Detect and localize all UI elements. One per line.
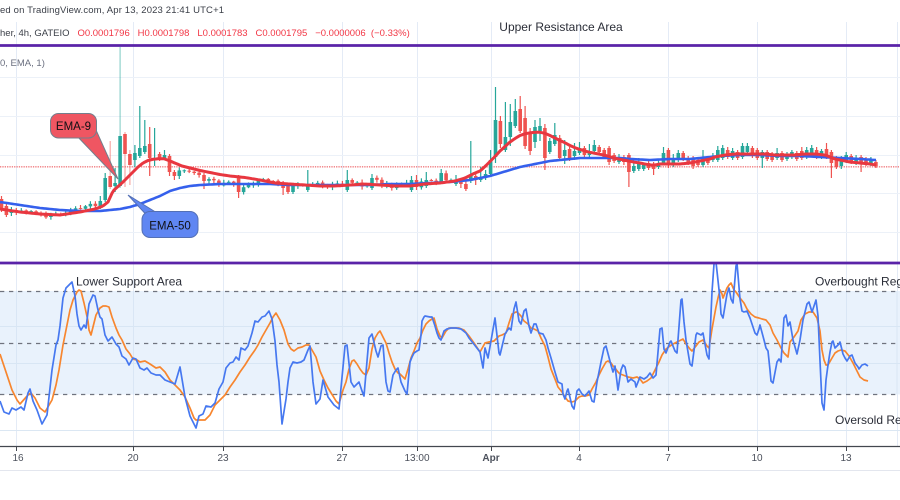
- svg-text:Overbought Region: Overbought Region: [815, 275, 900, 289]
- svg-text:27: 27: [336, 453, 348, 464]
- svg-text:13:00: 13:00: [404, 453, 429, 464]
- svg-text:Oversold Region: Oversold Region: [835, 413, 900, 427]
- svg-text:23: 23: [217, 453, 229, 464]
- svg-text:20: 20: [127, 453, 139, 464]
- svg-text:Apr: Apr: [482, 453, 499, 464]
- svg-text:10: 10: [751, 453, 763, 464]
- svg-text:Upper Resistance Area: Upper Resistance Area: [499, 20, 623, 34]
- svg-text:Lower Support Area: Lower Support Area: [76, 275, 182, 289]
- svg-text:EMA-50: EMA-50: [149, 221, 191, 233]
- svg-text:7: 7: [665, 453, 671, 464]
- svg-text:EMA-9: EMA-9: [56, 121, 91, 133]
- svg-text:16: 16: [12, 453, 24, 464]
- svg-text:13: 13: [840, 453, 852, 464]
- svg-text:4: 4: [576, 453, 582, 464]
